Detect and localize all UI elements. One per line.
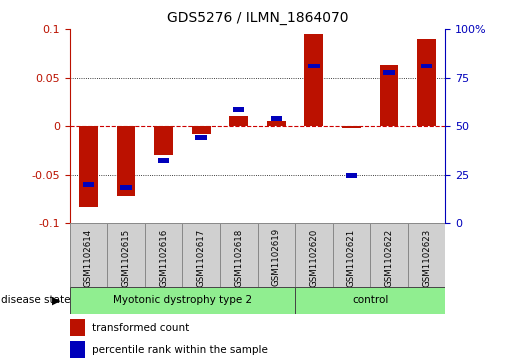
Bar xyxy=(154,126,173,155)
Bar xyxy=(233,107,244,112)
Bar xyxy=(271,116,282,121)
Text: control: control xyxy=(352,295,388,305)
Title: GDS5276 / ILMN_1864070: GDS5276 / ILMN_1864070 xyxy=(167,11,348,25)
Text: GSM1102616: GSM1102616 xyxy=(159,228,168,286)
Text: GSM1102620: GSM1102620 xyxy=(310,228,318,286)
Bar xyxy=(417,39,436,126)
Text: GSM1102619: GSM1102619 xyxy=(272,228,281,286)
Bar xyxy=(70,287,295,314)
Bar xyxy=(295,287,445,314)
Text: GSM1102621: GSM1102621 xyxy=(347,228,356,286)
Bar xyxy=(70,341,84,358)
Bar xyxy=(421,64,432,68)
Text: GSM1102618: GSM1102618 xyxy=(234,228,243,286)
Text: GSM1102614: GSM1102614 xyxy=(84,228,93,286)
Bar xyxy=(380,65,399,126)
Text: GSM1102615: GSM1102615 xyxy=(122,228,130,286)
Bar xyxy=(220,223,258,287)
Bar xyxy=(192,126,211,134)
Bar xyxy=(70,319,84,336)
Bar xyxy=(370,223,408,287)
Bar xyxy=(384,70,394,75)
Text: ▶: ▶ xyxy=(52,295,61,305)
Bar xyxy=(333,223,370,287)
Bar xyxy=(267,121,286,126)
Bar xyxy=(70,223,107,287)
Bar xyxy=(408,223,445,287)
Bar xyxy=(229,117,248,126)
Bar xyxy=(116,126,135,196)
Bar xyxy=(346,173,357,178)
Text: percentile rank within the sample: percentile rank within the sample xyxy=(92,345,268,355)
Text: disease state: disease state xyxy=(1,295,71,305)
Bar xyxy=(145,223,182,287)
Text: GSM1102622: GSM1102622 xyxy=(385,228,393,286)
Bar xyxy=(304,34,323,126)
Bar xyxy=(295,223,333,287)
Bar xyxy=(196,135,207,140)
Bar xyxy=(258,223,295,287)
Bar xyxy=(182,223,220,287)
Bar xyxy=(342,126,361,128)
Bar xyxy=(308,64,319,68)
Text: GSM1102623: GSM1102623 xyxy=(422,228,431,286)
Text: transformed count: transformed count xyxy=(92,323,190,333)
Bar xyxy=(79,126,98,207)
Text: GSM1102617: GSM1102617 xyxy=(197,228,205,286)
Bar xyxy=(107,223,145,287)
Bar xyxy=(83,182,94,187)
Text: Myotonic dystrophy type 2: Myotonic dystrophy type 2 xyxy=(113,295,252,305)
Bar xyxy=(121,185,131,190)
Bar xyxy=(158,158,169,163)
